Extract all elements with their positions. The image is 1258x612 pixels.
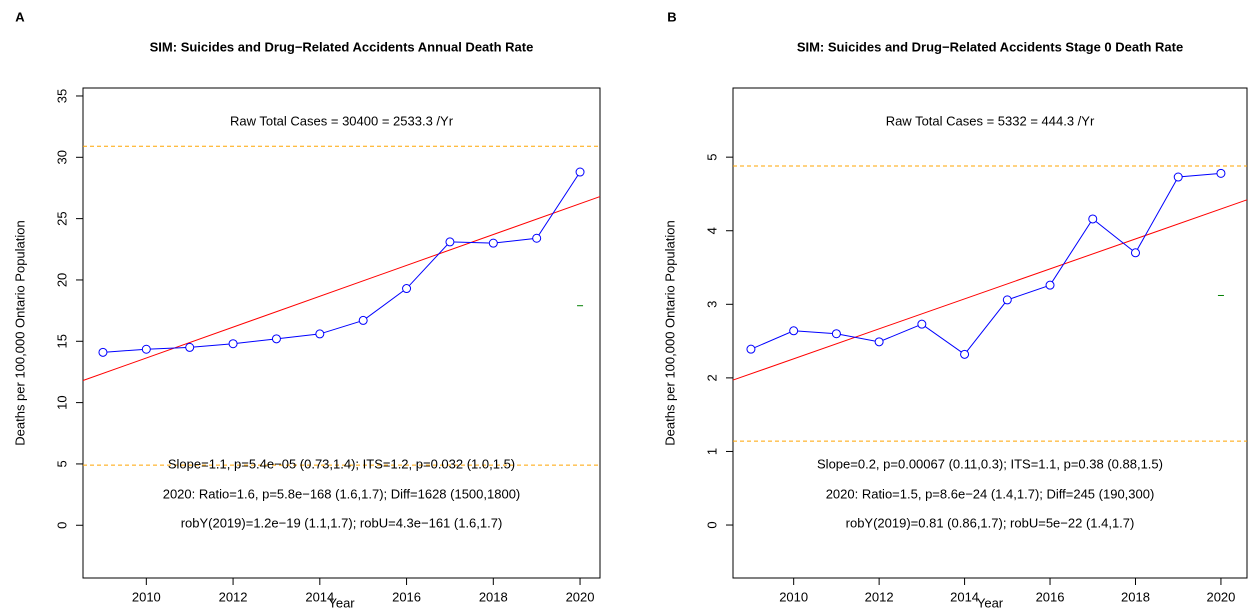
data-point	[315, 329, 325, 339]
annotation: 2020: Ratio=1.6, p=5.8e−168 (1.6,1.7); D…	[163, 486, 521, 501]
data-point	[575, 167, 585, 177]
y-tick-label: 25	[54, 211, 69, 225]
data-point	[445, 237, 455, 247]
x-tick-label: 2014	[305, 589, 334, 604]
data-point	[1173, 172, 1183, 182]
x-axis-label: Year	[977, 595, 1004, 610]
data-point	[960, 349, 970, 359]
chart-title: SIM: Suicides and Drug−Related Accidents…	[150, 39, 534, 54]
y-tick-label: 0	[704, 521, 719, 528]
annotation: Raw Total Cases = 30400 = 2533.3 /Yr	[230, 113, 454, 128]
y-tick-label: 4	[704, 227, 719, 234]
x-tick-label: 2018	[479, 589, 508, 604]
x-axis-label: Year	[328, 595, 355, 610]
data-point	[402, 284, 412, 294]
data-point	[358, 315, 368, 325]
data-point	[917, 319, 927, 329]
x-tick-label: 2014	[950, 589, 979, 604]
panel-letter: A	[15, 9, 25, 24]
y-axis-label: Deaths per 100,000 Ontario Population	[662, 220, 677, 446]
y-tick-label: 20	[54, 273, 69, 287]
y-tick-label: 3	[704, 301, 719, 308]
annotation: 2020: Ratio=1.5, p=8.6e−24 (1.4,1.7); Di…	[826, 486, 1155, 501]
x-tick-label: 2020	[1206, 589, 1235, 604]
data-point	[228, 339, 238, 349]
y-tick-label: 5	[704, 154, 719, 161]
annotation: Slope=0.2, p=0.00067 (0.11,0.3); ITS=1.1…	[817, 456, 1163, 471]
y-tick-label: 0	[54, 522, 69, 529]
data-point	[185, 342, 195, 352]
x-tick-label: 2012	[219, 589, 248, 604]
plot-box	[82, 87, 601, 579]
data-point	[789, 326, 799, 336]
plot-box	[732, 87, 1248, 579]
annotation: Raw Total Cases = 5332 = 444.3 /Yr	[886, 113, 1095, 128]
x-tick-label: 2020	[566, 589, 595, 604]
annotation: robY(2019)=1.2e−19 (1.1,1.7); robU=4.3e−…	[181, 515, 503, 530]
data-point	[141, 344, 151, 354]
data-point	[271, 334, 281, 344]
x-tick-label: 2012	[865, 589, 894, 604]
trend-line	[82, 196, 601, 381]
data-line	[102, 171, 581, 353]
data-point	[831, 329, 841, 339]
annotation: robY(2019)=0.81 (0.86,1.7); robU=5e−22 (…	[846, 515, 1135, 530]
trend-line	[732, 199, 1248, 381]
y-tick-label: 5	[54, 460, 69, 467]
data-point	[532, 233, 542, 243]
data-point	[1088, 214, 1098, 224]
data-point	[1216, 168, 1226, 178]
annotation: Slope=1.1, p=5.4e−05 (0.73,1.4); ITS=1.2…	[168, 456, 515, 471]
data-point	[488, 238, 498, 248]
data-point	[1002, 295, 1012, 305]
y-tick-label: 1	[704, 448, 719, 455]
x-tick-label: 2010	[779, 589, 808, 604]
data-point	[1130, 248, 1140, 258]
data-line	[750, 172, 1221, 356]
data-point	[98, 347, 108, 357]
x-tick-label: 2016	[392, 589, 421, 604]
y-axis-label: Deaths per 100,000 Ontario Population	[12, 220, 27, 446]
y-tick-label: 30	[54, 150, 69, 164]
chart-title: SIM: Suicides and Drug−Related Accidents…	[797, 39, 1183, 54]
x-tick-label: 2016	[1036, 589, 1065, 604]
x-tick-label: 2018	[1121, 589, 1150, 604]
y-tick-label: 35	[54, 89, 69, 103]
y-tick-label: 15	[54, 334, 69, 348]
y-tick-label: 10	[54, 395, 69, 409]
y-tick-label: 2	[704, 374, 719, 381]
data-point	[1045, 280, 1055, 290]
x-tick-label: 2010	[132, 589, 161, 604]
data-point	[746, 344, 756, 354]
data-point	[874, 337, 884, 347]
panel-letter: B	[667, 9, 676, 24]
